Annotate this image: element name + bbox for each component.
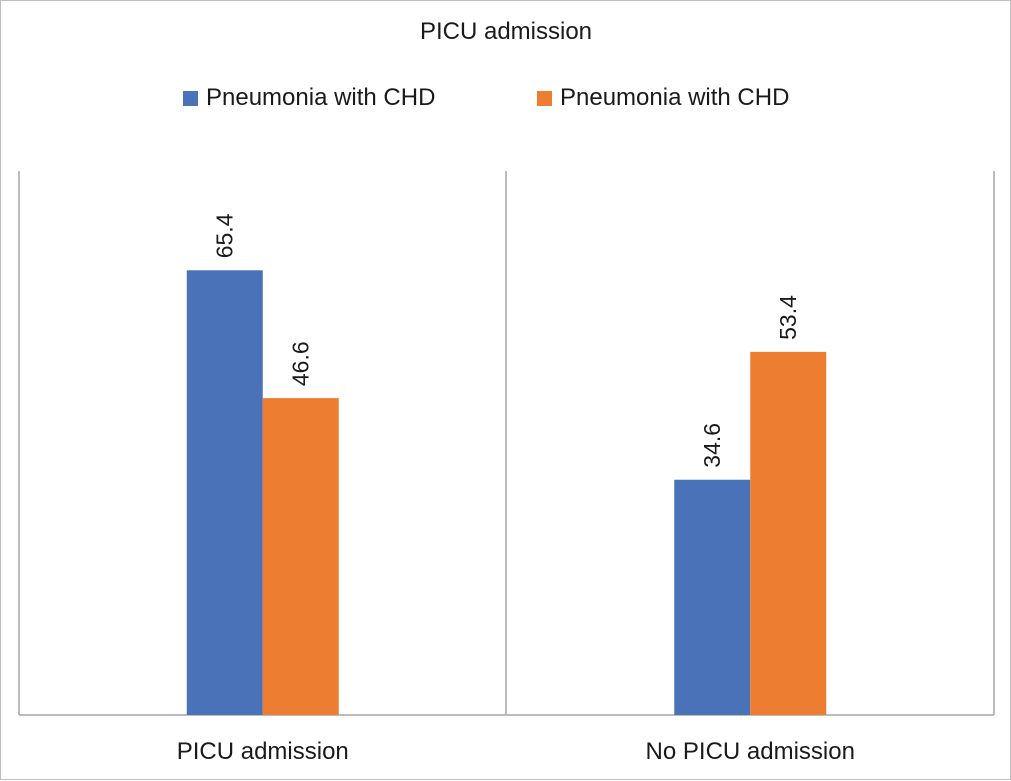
bar-series-1-picu-admission: [186, 270, 263, 715]
legend-entry-label: Pneumonia with CHD: [560, 84, 789, 111]
category-labels: PICU admission No PICU admission: [177, 738, 855, 765]
bar-series-2-picu-admission: [262, 398, 339, 715]
data-label: 53.4: [775, 295, 801, 340]
plot-axes: [18, 171, 995, 716]
data-label: 46.6: [288, 341, 314, 386]
data-label: 65.4: [212, 213, 238, 258]
data-labels: 65.4 46.6 34.6 53.4: [212, 213, 802, 467]
bar-series-2-no-picu-admission: [750, 351, 827, 715]
legend-swatch: [183, 91, 198, 106]
data-label: 34.6: [699, 423, 725, 468]
bar-series-1-no-picu-admission: [674, 479, 751, 715]
legend: Pneumonia with CHD Pneumonia with CHD: [183, 84, 789, 111]
category-label: PICU admission: [177, 738, 349, 765]
legend-swatch: [537, 91, 552, 106]
category-label: No PICU admission: [646, 738, 855, 765]
chart-title: PICU admission: [420, 18, 592, 45]
bars: [186, 270, 827, 715]
legend-entry-label: Pneumonia with CHD: [206, 84, 435, 111]
